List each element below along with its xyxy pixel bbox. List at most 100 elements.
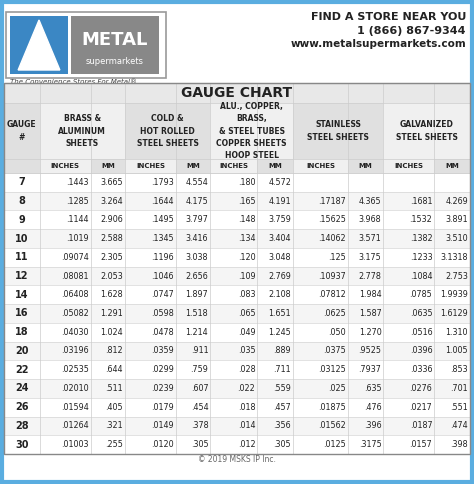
Bar [4, 435, 470, 454]
Text: STAINLESS
STEEL SHEETS: STAINLESS STEEL SHEETS [307, 121, 369, 142]
Bar [4, 286, 470, 304]
Text: .635: .635 [364, 384, 382, 393]
Text: .120: .120 [238, 253, 255, 262]
Text: .1046: .1046 [151, 272, 174, 281]
Text: GAUGE
#: GAUGE # [7, 121, 36, 142]
Text: 2.305: 2.305 [100, 253, 123, 262]
Text: GALVANIZED
STEEL SHEETS: GALVANIZED STEEL SHEETS [396, 121, 458, 142]
Text: 7: 7 [18, 177, 25, 187]
Text: .022: .022 [237, 384, 255, 393]
Text: .398: .398 [450, 440, 468, 449]
Text: .0276: .0276 [410, 384, 432, 393]
Text: 8: 8 [18, 196, 25, 206]
Text: .02010: .02010 [61, 384, 89, 393]
Text: MM: MM [359, 163, 373, 169]
Text: .125: .125 [328, 253, 346, 262]
Text: .0120: .0120 [151, 440, 174, 449]
Bar [4, 173, 470, 192]
Text: .049: .049 [238, 328, 255, 337]
Bar [10, 16, 68, 74]
Text: .1285: .1285 [66, 197, 89, 206]
Text: 3.665: 3.665 [100, 178, 123, 187]
Text: .07812: .07812 [318, 290, 346, 299]
Bar [210, 159, 257, 173]
Text: .17187: .17187 [318, 197, 346, 206]
Text: .06408: .06408 [61, 290, 89, 299]
Text: INCHES: INCHES [219, 163, 248, 169]
Bar [4, 229, 470, 248]
Text: INCHES: INCHES [394, 163, 423, 169]
Bar [40, 159, 91, 173]
Text: .0747: .0747 [151, 290, 174, 299]
Text: .0359: .0359 [151, 347, 174, 355]
Text: MM: MM [101, 163, 115, 169]
Text: 2.753: 2.753 [445, 272, 468, 281]
Text: .01562: .01562 [318, 422, 346, 430]
Text: 3.416: 3.416 [186, 234, 208, 243]
Bar [4, 379, 470, 398]
Text: .025: .025 [328, 384, 346, 393]
Text: .396: .396 [364, 422, 382, 430]
Text: .0239: .0239 [151, 384, 174, 393]
Text: 3.797: 3.797 [185, 215, 208, 224]
Bar [91, 159, 125, 173]
Text: 4.175: 4.175 [185, 197, 208, 206]
Text: .476: .476 [364, 403, 382, 412]
Text: .09074: .09074 [61, 253, 89, 262]
Text: .321: .321 [105, 422, 123, 430]
Text: 10: 10 [15, 234, 28, 243]
Text: MM: MM [268, 163, 282, 169]
Text: .01264: .01264 [61, 422, 89, 430]
Text: BRASS &
ALUMINUM
SHEETS: BRASS & ALUMINUM SHEETS [58, 114, 106, 148]
Text: .0217: .0217 [410, 403, 432, 412]
Bar [6, 12, 166, 78]
Bar [434, 159, 470, 173]
Text: .180: .180 [238, 178, 255, 187]
Text: 16: 16 [15, 308, 28, 318]
Text: 2.778: 2.778 [358, 272, 382, 281]
Text: .134: .134 [238, 234, 255, 243]
Text: .0598: .0598 [151, 309, 174, 318]
Bar [4, 323, 470, 342]
Bar [4, 360, 470, 379]
Text: 3.048: 3.048 [269, 253, 291, 262]
Text: .457: .457 [273, 403, 291, 412]
Bar [293, 159, 348, 173]
Text: .05082: .05082 [61, 309, 89, 318]
Bar [4, 211, 470, 229]
Text: .378: .378 [191, 422, 208, 430]
Text: .1793: .1793 [151, 178, 174, 187]
Text: 2.769: 2.769 [268, 272, 291, 281]
Bar [40, 103, 125, 159]
Text: The Convenience Stores For Metal®: The Convenience Stores For Metal® [10, 79, 137, 85]
Bar [4, 304, 470, 323]
Text: .356: .356 [273, 422, 291, 430]
Text: .0516: .0516 [410, 328, 432, 337]
Text: ALU., COPPER,
BRASS,
& STEEL TUBES
COPPER SHEETS
HOOP STEEL: ALU., COPPER, BRASS, & STEEL TUBES COPPE… [217, 102, 287, 160]
Text: .1196: .1196 [151, 253, 174, 262]
Text: 4.554: 4.554 [185, 178, 208, 187]
Text: 3.038: 3.038 [186, 253, 208, 262]
Text: .018: .018 [238, 403, 255, 412]
Text: INCHES: INCHES [136, 163, 165, 169]
Text: FIND A STORE NEAR YOU: FIND A STORE NEAR YOU [310, 12, 466, 22]
Bar [4, 103, 40, 159]
Text: .0187: .0187 [410, 422, 432, 430]
Text: 3.510: 3.510 [446, 234, 468, 243]
Text: 3.759: 3.759 [268, 215, 291, 224]
Text: .012: .012 [238, 440, 255, 449]
Text: .1019: .1019 [66, 234, 89, 243]
Text: 4.572: 4.572 [268, 178, 291, 187]
Text: .050: .050 [328, 328, 346, 337]
Text: .0157: .0157 [410, 440, 432, 449]
Text: .08081: .08081 [61, 272, 89, 281]
Text: .711: .711 [273, 365, 291, 374]
Bar [4, 248, 470, 267]
Text: .3175: .3175 [359, 440, 382, 449]
Text: INCHES: INCHES [51, 163, 80, 169]
Text: www.metalsupermarkets.com: www.metalsupermarkets.com [290, 39, 466, 49]
Text: .911: .911 [191, 347, 208, 355]
Text: 1.245: 1.245 [268, 328, 291, 337]
Text: 1.897: 1.897 [185, 290, 208, 299]
Bar [4, 342, 470, 360]
